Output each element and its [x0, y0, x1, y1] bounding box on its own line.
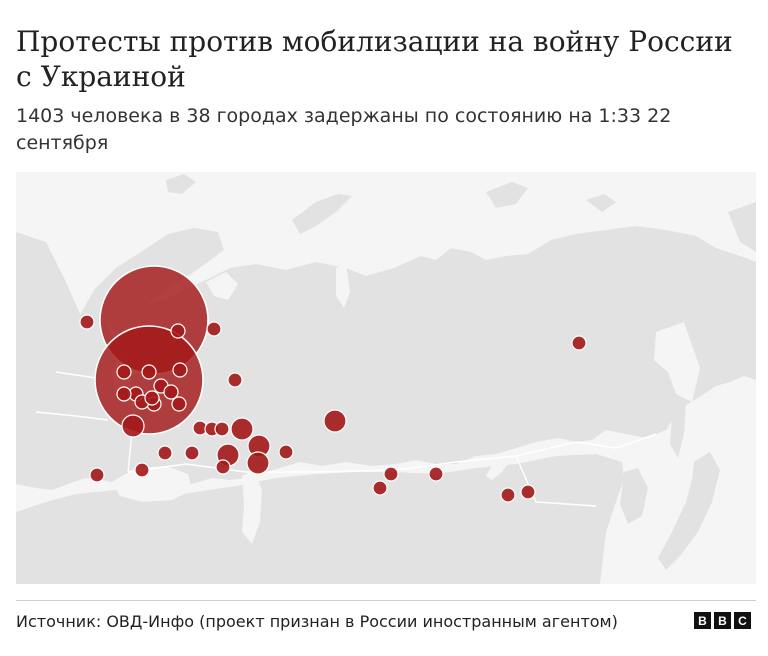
protest-marker — [206, 321, 222, 337]
protest-marker — [500, 487, 516, 503]
protest-marker — [163, 384, 179, 400]
source-note: Источник: ОВД-Инфо (проект признан в Рос… — [16, 612, 618, 631]
protest-marker — [520, 484, 536, 500]
land-britain — [16, 284, 32, 348]
black-sea — [112, 466, 192, 502]
protest-marker — [89, 467, 105, 483]
protest-marker — [171, 396, 187, 412]
sea-of-okhotsk — [654, 322, 700, 402]
land-south — [16, 454, 624, 584]
map-canvas — [16, 172, 756, 584]
protest-marker — [144, 390, 160, 406]
land-kamchatka — [684, 268, 738, 368]
protest-marker — [141, 364, 157, 380]
bbc-logo-letter: B — [694, 612, 711, 629]
land-svalbard — [166, 174, 196, 194]
land-new-siberian-islands — [586, 194, 616, 212]
land-northeast — [728, 202, 756, 252]
protest-marker — [428, 466, 444, 482]
protest-marker — [116, 364, 132, 380]
land-korea — [620, 468, 648, 524]
protest-marker — [79, 314, 95, 330]
bbc-logo: B B C — [694, 612, 751, 629]
protest-marker — [215, 459, 231, 475]
land-sakhalin — [670, 392, 686, 458]
white-sea — [206, 272, 238, 300]
protest-marker — [571, 335, 587, 351]
footer-divider — [16, 600, 756, 601]
protest-marker — [278, 444, 294, 460]
protest-marker-large — [94, 325, 204, 435]
bbc-logo-letter: B — [714, 612, 731, 629]
protest-marker — [383, 466, 399, 482]
chart-title: Протесты против мобилизации на войну Рос… — [16, 25, 733, 93]
protest-marker — [121, 414, 145, 438]
protest-marker — [157, 445, 173, 461]
protest-marker — [116, 386, 132, 402]
land-severnaya-zemlya — [486, 182, 528, 208]
protest-marker — [184, 445, 200, 461]
protest-markers — [79, 265, 587, 503]
border-europe-2 — [55, 371, 97, 379]
land-japan — [658, 452, 720, 570]
protest-marker — [230, 417, 254, 441]
bbc-logo-letter: C — [734, 612, 751, 629]
protest-marker — [172, 362, 188, 378]
protest-marker — [372, 480, 388, 496]
protest-marker — [170, 323, 186, 339]
chart-subtitle: 1403 человека в 38 городах задержаны по … — [16, 105, 672, 154]
protest-marker — [227, 372, 243, 388]
protest-marker — [246, 451, 270, 475]
protest-marker — [323, 409, 347, 433]
lake-baikal — [486, 454, 512, 480]
gulf-of-ob — [336, 264, 350, 308]
protest-marker — [134, 462, 150, 478]
protest-map — [16, 172, 756, 584]
inland-water-layer — [112, 264, 700, 544]
protest-marker — [214, 421, 230, 437]
caspian-sea — [242, 470, 262, 544]
border-europe-1 — [35, 411, 109, 421]
border-mongolia — [515, 455, 597, 507]
land-novaya-zemlya — [292, 194, 352, 234]
